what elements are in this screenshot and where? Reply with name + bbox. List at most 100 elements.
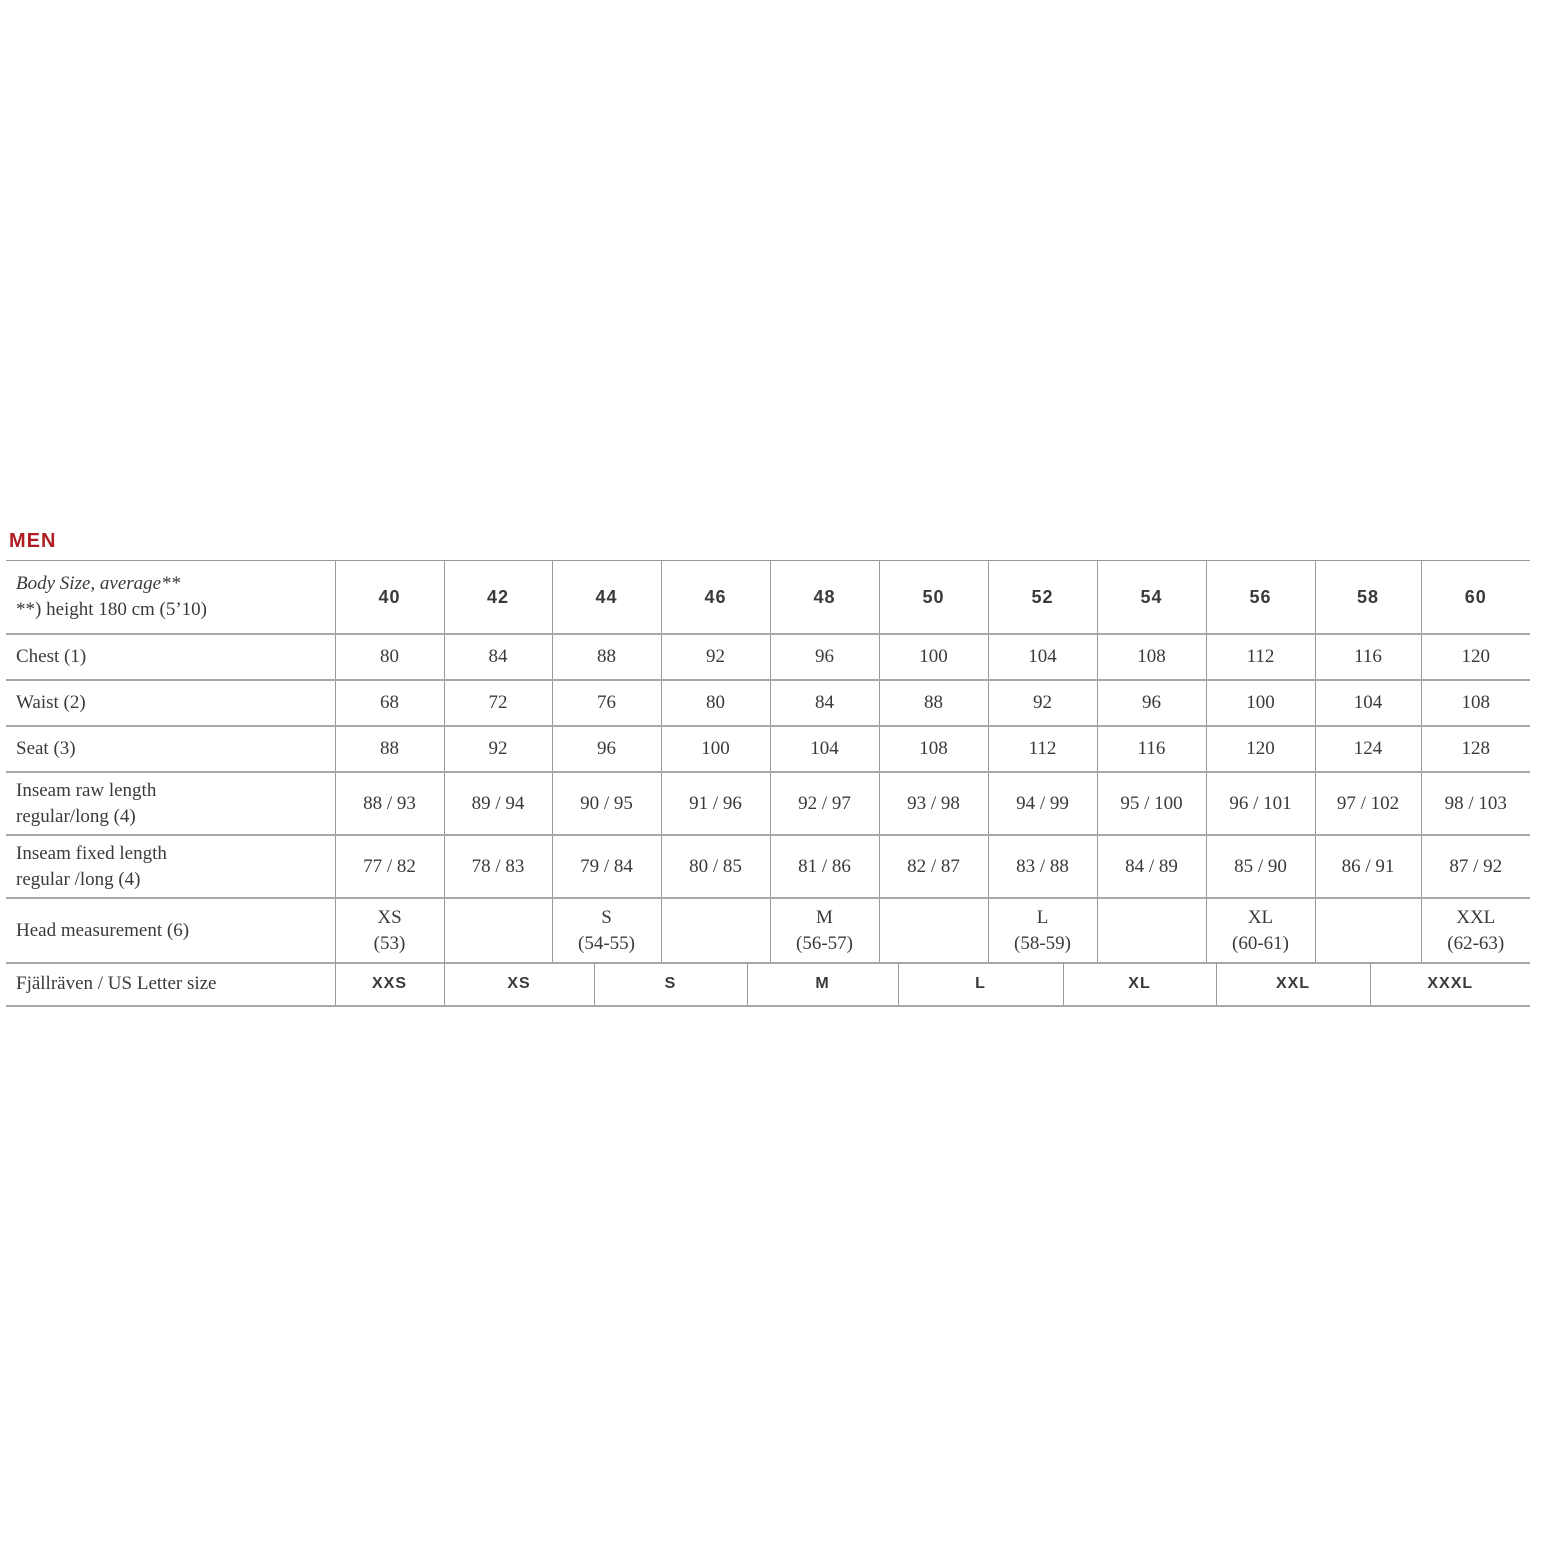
size-header: 44 (551, 560, 661, 635)
size-header: 58 (1314, 560, 1421, 635)
table-cell: 120 (1420, 634, 1530, 681)
head-size: XS (377, 906, 402, 928)
table-row: Seat (3) 88 92 96 100 104 108 112 116 120 124 128 (6, 726, 1530, 773)
size-header: 52 (987, 560, 1097, 635)
table-cell: S (54-55) (551, 898, 661, 964)
table-cell: 95 / 100 (1096, 772, 1206, 836)
table-cell: 80 (660, 680, 770, 727)
head-range: (60-61) (1232, 932, 1289, 954)
letter-size-cell: L (897, 962, 1063, 1007)
table-cell: 96 (1096, 680, 1206, 727)
table-cell: 84 (769, 680, 879, 727)
head-measurement-row: Head measurement (6) XS (53) S (54-55) M (56-5… (6, 898, 1530, 964)
row-label-line1: Inseam raw length (16, 779, 157, 801)
table-cell: 88 (334, 726, 444, 773)
size-header: 50 (878, 560, 988, 635)
table-cell: 91 / 96 (660, 772, 770, 836)
row-label: Inseam raw length regular/long (4) (6, 772, 335, 836)
table-cell: 116 (1314, 634, 1421, 681)
letter-size-row: Fjällräven / US Letter size XXS XS S M L XL XXL… (6, 962, 1530, 1007)
head-size: L (1036, 906, 1049, 928)
table-cell: 93 / 98 (878, 772, 988, 836)
size-header: 60 (1420, 560, 1530, 635)
row-label: Fjällräven / US Letter size (6, 962, 335, 1007)
letter-size-cell: XXXL (1369, 962, 1530, 1007)
letter-size-cell: XS (443, 962, 594, 1007)
row-label: Chest (1) (6, 634, 335, 681)
table-row: Inseam fixed length regular /long (4) 77 /… (6, 835, 1530, 899)
size-header: 42 (443, 560, 552, 635)
head-size: XL (1247, 906, 1274, 928)
letter-size-cell: XXS (334, 962, 444, 1007)
head-range: (62-63) (1447, 932, 1505, 954)
table-cell: 112 (1205, 634, 1315, 681)
table-cell: 81 / 86 (769, 835, 879, 899)
height-note: **) height 180 cm (5’10) (16, 599, 208, 620)
table-cell: 120 (1205, 726, 1315, 773)
size-header: 46 (660, 560, 770, 635)
head-size: M (816, 906, 833, 928)
table-cell: XS (53) (334, 898, 444, 964)
table-cell: 97 / 102 (1314, 772, 1421, 836)
table-cell: 108 (1420, 680, 1530, 727)
table-row: Waist (2) 68 72 76 80 84 88 92 96 100 104 108 (6, 680, 1530, 727)
row-label-line1: Inseam fixed length (16, 842, 167, 864)
table-cell: 128 (1420, 726, 1530, 773)
table-cell: 94 / 99 (987, 772, 1097, 836)
table-cell: 72 (443, 680, 552, 727)
table-cell: 116 (1096, 726, 1206, 773)
row-label-line2: regular /long (4) (16, 868, 141, 890)
table-row: Chest (1) 80 84 88 92 96 100 104 108 112 116 120 (6, 634, 1530, 681)
table-cell: 88 / 93 (334, 772, 444, 836)
table-cell: 100 (878, 634, 988, 681)
size-header: 56 (1205, 560, 1315, 635)
table-cell: 83 / 88 (987, 835, 1097, 899)
table-cell: 84 (443, 634, 552, 681)
size-header: 40 (334, 560, 444, 635)
head-range: (53) (373, 932, 406, 954)
table-cell: 77 / 82 (334, 835, 444, 899)
head-size: S (601, 906, 612, 928)
table-cell: 96 (551, 726, 661, 773)
row-label: Head measurement (6) (6, 898, 335, 964)
table-cell: 78 / 83 (443, 835, 552, 899)
row-label: Seat (3) (6, 726, 335, 773)
table-cell: 92 / 97 (769, 772, 879, 836)
letter-size-cell: M (746, 962, 898, 1007)
table-cell (1314, 898, 1421, 964)
table-cell: 80 (334, 634, 444, 681)
header-row: Body Size, average** **) height 180 cm (5… (6, 560, 1530, 635)
table-cell (878, 898, 988, 964)
table-cell: 80 / 85 (660, 835, 770, 899)
table-cell: 92 (443, 726, 552, 773)
letter-size-cell: XXL (1215, 962, 1370, 1007)
table-cell: 112 (987, 726, 1097, 773)
table-cell: 68 (334, 680, 444, 727)
table-cell: XXL (62-63) (1420, 898, 1530, 964)
table-cell: 104 (1314, 680, 1421, 727)
table-cell: 108 (878, 726, 988, 773)
table-cell: 84 / 89 (1096, 835, 1206, 899)
table-cell: 82 / 87 (878, 835, 988, 899)
table-cell: 89 / 94 (443, 772, 552, 836)
letter-size-cell: XL (1062, 962, 1216, 1007)
section-title: MEN (9, 530, 57, 552)
table-cell: 92 (660, 634, 770, 681)
table-cell: 96 (769, 634, 879, 681)
table-cell: 108 (1096, 634, 1206, 681)
table-cell: 104 (769, 726, 879, 773)
head-range: (56-57) (796, 932, 853, 954)
table-cell: 96 / 101 (1205, 772, 1315, 836)
size-header: 54 (1096, 560, 1206, 635)
head-size: XXL (1456, 906, 1496, 928)
table-cell: M (56-57) (769, 898, 879, 964)
row-label: Waist (2) (6, 680, 335, 727)
size-header: 48 (769, 560, 879, 635)
table-cell: XL (60-61) (1205, 898, 1315, 964)
table-cell: 86 / 91 (1314, 835, 1421, 899)
table-row: Inseam raw length regular/long (4) 88 / 93… (6, 772, 1530, 836)
row-label-line2: regular/long (4) (16, 805, 136, 827)
table-cell: 88 (551, 634, 661, 681)
head-range: (54-55) (578, 932, 635, 954)
size-chart-table: Body Size, average** **) height 180 cm (5… (6, 560, 1530, 964)
